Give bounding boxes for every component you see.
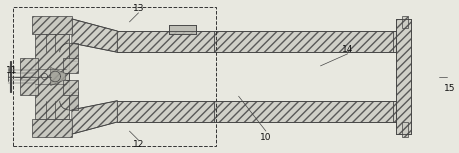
Text: 15: 15	[444, 84, 456, 93]
Bar	[13, 7, 216, 146]
Bar	[33, 16, 72, 34]
Bar	[403, 122, 409, 137]
Bar	[118, 101, 396, 122]
Polygon shape	[72, 19, 118, 52]
Polygon shape	[72, 101, 118, 134]
Text: 14: 14	[342, 45, 353, 54]
Bar	[169, 25, 196, 34]
Text: 11: 11	[6, 66, 18, 75]
Bar	[69, 92, 78, 110]
Bar	[403, 16, 409, 28]
Bar	[20, 58, 39, 95]
Bar	[33, 119, 72, 137]
Text: 12: 12	[133, 140, 144, 149]
Text: 10: 10	[260, 133, 272, 142]
Bar	[69, 43, 78, 61]
Bar	[118, 31, 396, 52]
Bar	[35, 34, 69, 119]
Bar	[63, 58, 78, 73]
Text: 13: 13	[133, 4, 144, 13]
Bar	[63, 80, 78, 95]
Polygon shape	[50, 67, 66, 86]
Bar	[396, 19, 411, 134]
